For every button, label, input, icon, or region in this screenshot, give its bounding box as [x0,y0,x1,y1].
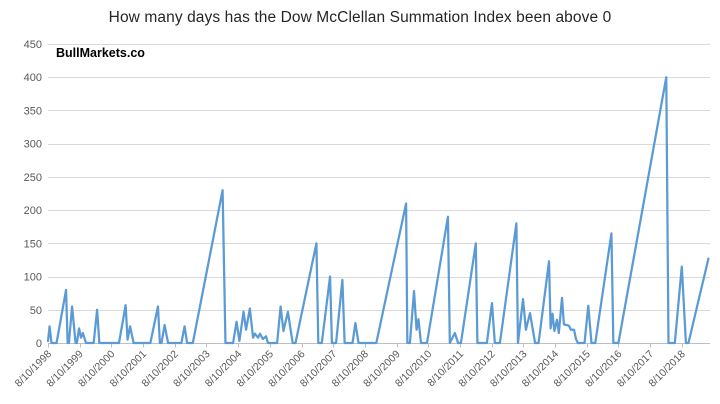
y-tick-label: 250 [24,172,42,184]
y-tick-label: 300 [24,139,42,151]
series-line [46,76,710,345]
y-tick-label: 200 [24,205,42,217]
watermark: BullMarkets.co [56,46,145,60]
chart-title: How many days has the Dow McClellan Summ… [108,9,612,26]
y-tick-label: 100 [24,272,42,284]
y-tick-label: 0 [36,338,42,350]
y-tick-label: 350 [24,105,42,117]
y-tick-label: 50 [30,305,42,317]
y-tick-label: 450 [24,39,42,51]
y-tick-label: 150 [24,238,42,250]
y-tick-label: 400 [24,72,42,84]
